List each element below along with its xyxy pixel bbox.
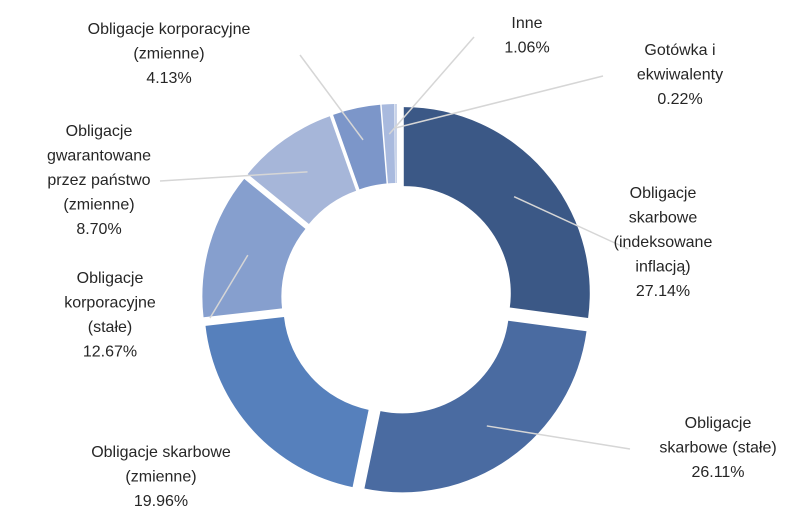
label-obligacje-skarbowe-sta-e: Obligacje skarbowe (stałe) 26.11% [659, 415, 776, 481]
label-obligacje-korporacyjne-sta-e: Obligacje korporacyjne (stałe) 12.67% [64, 270, 156, 361]
percent-label: 8.70% [76, 221, 121, 238]
leader-line-obligacje-korporacyjne-zmienne [299, 54, 364, 141]
label-got-wka-i-ekwiwalenty: Gotówka i ekwiwalenty 0.22% [637, 42, 723, 108]
category-label-line: (zmienne) [133, 46, 204, 63]
leader-line-inne [388, 36, 475, 135]
percent-label: 0.22% [657, 91, 702, 108]
category-label-line: Obligacje [77, 270, 144, 287]
category-label-line: Obligacje [66, 123, 133, 140]
category-label-line: (zmienne) [125, 469, 196, 486]
category-label-line: skarbowe (stałe) [659, 440, 776, 457]
leader-line-obligacje-skarbowe-indeksowane-inflacj [513, 196, 629, 250]
percent-label: 27.14% [636, 283, 690, 300]
category-label-line: (stałe) [88, 319, 132, 336]
category-label-line: korporacyjne [64, 295, 156, 312]
category-label-line: Obligacje skarbowe [91, 444, 231, 461]
label-inne: Inne 1.06% [504, 15, 549, 57]
slice-obligacje-skarbowe-indeksowane-inflacj [403, 107, 590, 319]
category-label-line: Inne [511, 15, 542, 32]
category-label-line: gwarantowane [47, 148, 151, 165]
category-label-line: Gotówka i [644, 42, 715, 59]
percent-label: 4.13% [146, 70, 191, 87]
category-label-line: ekwiwalenty [637, 67, 723, 84]
leader-line-obligacje-skarbowe-sta-e [486, 425, 631, 450]
leader-line-obligacje-gwarantowane-przez-pa-stwo-zmienne [159, 171, 308, 182]
percent-label: 12.67% [83, 344, 137, 361]
percent-label: 26.11% [691, 464, 744, 481]
label-obligacje-skarbowe-indeksowane-inflacj: Obligacje skarbowe (indeksowane inflacją) 27… [614, 185, 713, 300]
leader-line-got-wka-i-ekwiwalenty [395, 75, 604, 129]
slices-group [202, 104, 590, 493]
category-label-line: przez państwo [47, 172, 150, 189]
category-label-line: inflacją) [635, 259, 690, 276]
slice-obligacje-korporacyjne-zmienne [333, 104, 387, 190]
category-label-line: Obligacje korporacyjne [88, 21, 251, 38]
category-label-line: (indeksowane [614, 234, 713, 251]
label-obligacje-korporacyjne-zmienne: Obligacje korporacyjne (zmienne) 4.13% [88, 21, 251, 87]
slice-obligacje-skarbowe-sta-e [364, 320, 587, 493]
percent-label: 1.06% [504, 40, 549, 57]
category-label-line: (zmienne) [63, 197, 134, 214]
label-obligacje-gwarantowane-przez-pa-stwo-zmienne: Obligacje gwarantowane przez państwo (zmien… [47, 123, 151, 238]
category-label-line: Obligacje [630, 185, 697, 202]
category-label-line: Obligacje [685, 415, 752, 432]
labels-group: Obligacje skarbowe (indeksowane inflacją) 27… [47, 15, 777, 510]
slice-obligacje-korporacyjne-sta-e [202, 178, 306, 318]
slice-obligacje-gwarantowane-przez-pa-stwo-zmienne [247, 116, 357, 225]
slice-got-wka-i-ekwiwalenty [394, 104, 397, 184]
percent-label: 19.96% [134, 493, 188, 510]
leader-lines-group [159, 36, 631, 450]
leader-line-obligacje-korporacyjne-sta-e [209, 254, 249, 319]
slice-inne [381, 104, 396, 184]
label-obligacje-skarbowe-zmienne: Obligacje skarbowe (zmienne) 19.96% [91, 444, 231, 510]
category-label-line: skarbowe [629, 210, 698, 227]
slice-obligacje-skarbowe-zmienne [205, 317, 369, 488]
